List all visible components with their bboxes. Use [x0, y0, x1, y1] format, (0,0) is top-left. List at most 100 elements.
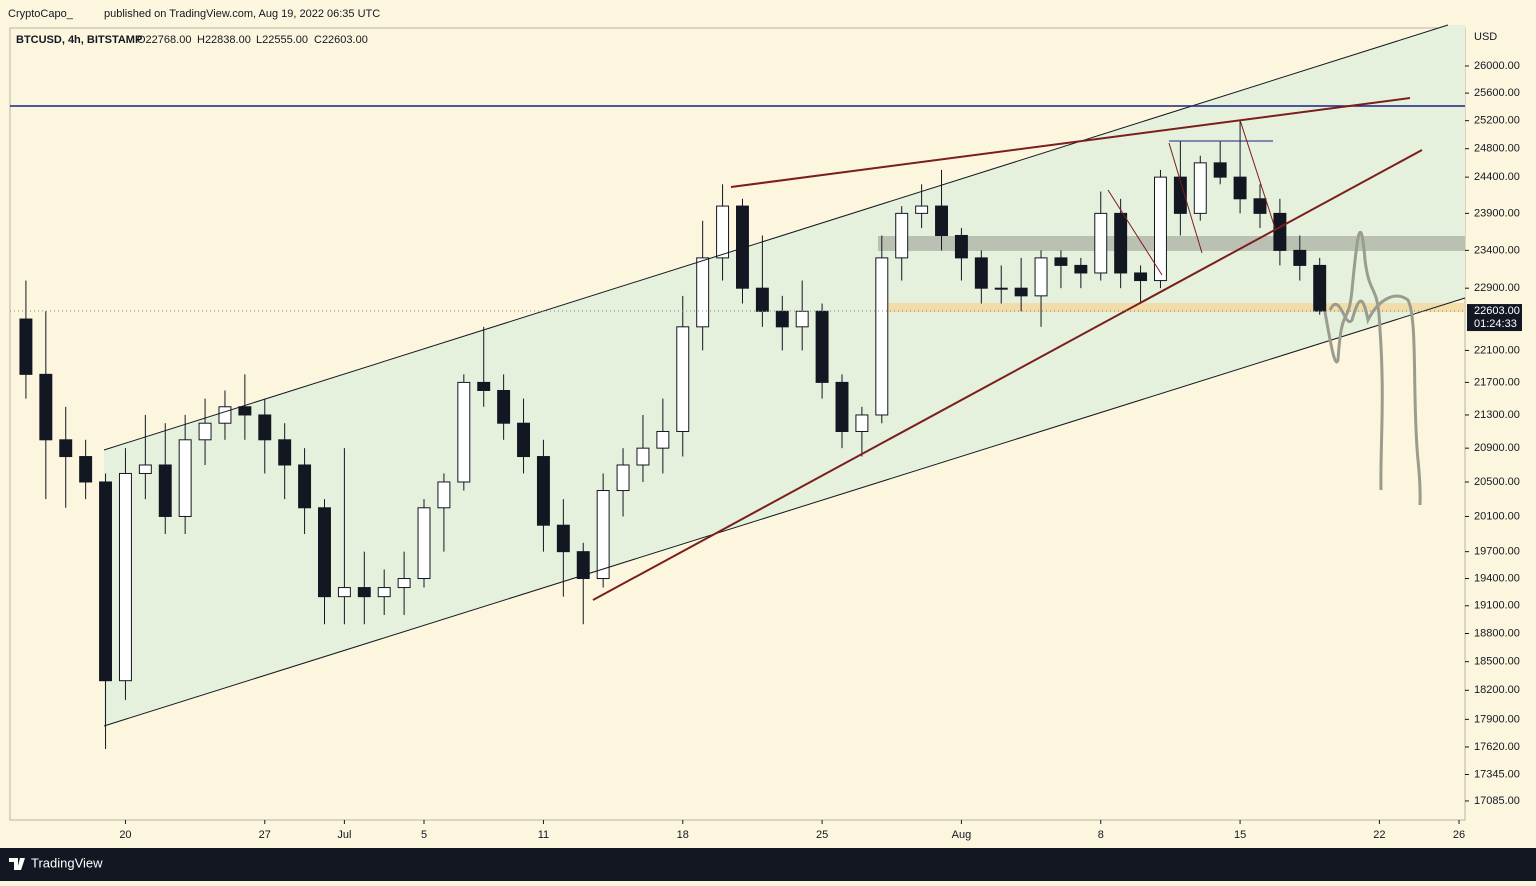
y-tick-label: 17900.00	[1474, 713, 1520, 725]
candle-body	[477, 381, 491, 391]
candle-body	[1054, 257, 1068, 266]
candle-body	[178, 439, 192, 517]
plot	[19, 120, 1327, 749]
logo	[9, 858, 25, 870]
x-tick-label: 5	[421, 829, 427, 841]
candle-body	[716, 205, 730, 259]
candle-body	[935, 205, 948, 236]
candle-body	[39, 373, 53, 441]
candle-body	[536, 456, 550, 526]
y-tick-label: 20500.00	[1474, 476, 1520, 488]
candle-body	[616, 464, 630, 492]
candle-body	[318, 507, 331, 598]
candle-body	[676, 326, 690, 432]
candle-body	[118, 472, 132, 682]
x-tick-label: 8	[1098, 829, 1104, 841]
flag-line	[1239, 119, 1276, 229]
candle-body	[1193, 162, 1207, 214]
y-tick-label: 24800.00	[1474, 143, 1520, 155]
ohlc-low: L22555.00	[256, 34, 308, 46]
x-tick-label: 11	[538, 829, 549, 841]
candle-body	[397, 578, 411, 589]
ohlc-open: O22768.00	[137, 34, 191, 46]
candle-body	[596, 490, 610, 580]
countdown: 01:24:33	[1474, 318, 1517, 330]
projection-path	[1323, 230, 1384, 491]
trend-line	[730, 97, 1411, 188]
x-tick-label: 25	[816, 829, 828, 841]
candle-body	[1114, 212, 1128, 274]
candle-body	[138, 464, 152, 474]
candle-body	[895, 212, 909, 259]
x-tick-label: Jul	[337, 829, 351, 841]
y-tick-label: 21300.00	[1474, 409, 1520, 421]
y-tick-label: 20900.00	[1474, 442, 1520, 454]
candle-body	[1173, 176, 1187, 214]
candle-body	[696, 257, 710, 328]
x-tick-label: 18	[677, 829, 689, 841]
candle-body	[855, 414, 869, 432]
candle-body	[198, 422, 212, 441]
candle-body	[258, 414, 272, 441]
candle-body	[337, 587, 351, 598]
y-tick-label: 25600.00	[1474, 87, 1520, 99]
candle-body	[576, 551, 590, 580]
candle-body	[1153, 176, 1167, 282]
y-tick-label: 23400.00	[1474, 244, 1520, 256]
y-tick-label: 25200.00	[1474, 115, 1520, 127]
candle-body	[974, 257, 988, 289]
candle-body	[218, 406, 232, 424]
candle-body	[915, 205, 929, 214]
candle-body	[457, 381, 471, 483]
candle-body	[1213, 162, 1227, 178]
y-tick-label: 18500.00	[1474, 656, 1520, 668]
y-tick-label: 20100.00	[1474, 510, 1520, 522]
projection-path	[1328, 294, 1422, 506]
candle-body	[636, 447, 650, 466]
flag-line	[1168, 142, 1203, 254]
candle-body	[278, 439, 292, 466]
y-tick-label: 24400.00	[1474, 171, 1520, 183]
candle-body	[1273, 212, 1287, 251]
x-tick-label: 27	[259, 829, 271, 841]
candle-body	[1074, 264, 1088, 274]
candle-body	[19, 318, 33, 375]
candle-body	[1094, 212, 1108, 274]
channel-top	[103, 24, 1449, 451]
x-tick-label: 22	[1373, 829, 1385, 841]
x-tick-label: 15	[1234, 829, 1246, 841]
candle-body	[377, 587, 391, 598]
candle-body	[1293, 249, 1307, 266]
candle-body	[437, 481, 451, 509]
x-tick-label: Aug	[952, 829, 972, 841]
candle-body	[99, 481, 113, 682]
y-tick-label: 18800.00	[1474, 627, 1520, 639]
candle-body	[298, 464, 312, 509]
candle-body	[755, 287, 769, 312]
candle-body	[59, 439, 73, 458]
ohlc-close: C22603.00	[314, 34, 368, 46]
candle-body	[815, 310, 829, 383]
footer-bar	[0, 848, 1536, 881]
candle-body	[656, 430, 670, 449]
last-price-tag	[1467, 304, 1522, 332]
y-tick-label: 17345.00	[1474, 768, 1520, 780]
candle-body	[1233, 176, 1247, 200]
y-tick-label: 17085.00	[1474, 795, 1520, 807]
candle-body	[1134, 272, 1148, 282]
x-tick-label: 20	[119, 829, 131, 841]
y-tick-label: 21700.00	[1474, 376, 1520, 388]
candle-body	[994, 287, 1008, 290]
ohlc-high: H22838.00	[197, 34, 251, 46]
y-tick-label: 22100.00	[1474, 344, 1520, 356]
candle-body	[1313, 264, 1327, 312]
candle-body	[954, 234, 968, 259]
candle-body	[158, 464, 172, 517]
brand: TradingView	[31, 855, 103, 870]
y-tick-label: 26000.00	[1474, 60, 1520, 72]
resistance-zone	[878, 236, 1465, 251]
symbol: BTCUSD, 4h, BITSTAMP	[16, 34, 142, 46]
candle-body	[556, 524, 570, 553]
